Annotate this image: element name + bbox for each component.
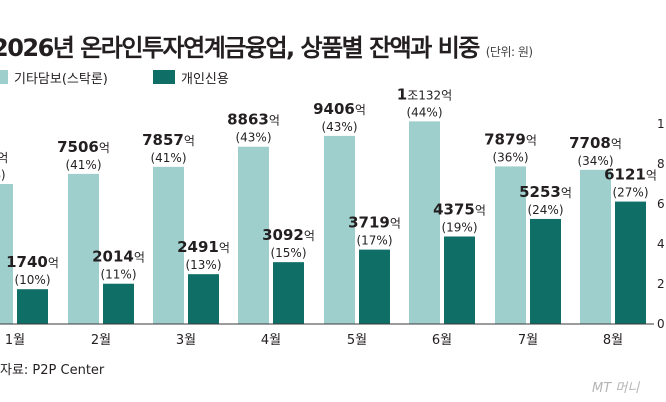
share-label-series2-8: (27%) <box>612 186 648 200</box>
bar-series2-3 <box>188 274 219 324</box>
share-label-series2-5: (17%) <box>356 234 392 248</box>
y-tick-label-2: 2 <box>657 277 665 291</box>
unit-note: (단위: 원) <box>485 45 533 59</box>
data-label-series2-4: 3092억 <box>262 226 315 244</box>
data-label-series1-7: 7879억 <box>484 130 537 148</box>
share-label-series1-7: (36%) <box>492 150 528 164</box>
share-label-series2-4: (15%) <box>270 246 306 260</box>
share-label-series1-4: (43%) <box>235 131 271 145</box>
bar-series1-1 <box>0 184 13 324</box>
data-label-series1-6: 1조132억 <box>397 85 452 103</box>
bar-series1-4 <box>238 146 269 324</box>
bar-series1-3 <box>153 166 184 324</box>
y-tick-label-6: 1 <box>657 117 665 131</box>
x-tick-label-2: 2월 <box>91 333 111 348</box>
y-tick-label-3: 4 <box>657 237 665 251</box>
bar-series1-7 <box>495 166 526 324</box>
share-label-series1-8: (34%) <box>577 154 613 168</box>
share-label-series1-5: (43%) <box>321 120 357 134</box>
publisher-watermark: MT 머니 <box>592 381 640 396</box>
share-label-series2-2: (11%) <box>100 268 136 282</box>
share-label-series1-2: (41%) <box>65 158 101 172</box>
legend-item-series2: 개인신용 <box>153 69 229 87</box>
data-label-series2-7: 5253억 <box>519 183 572 201</box>
data-label-series2-5: 3719억 <box>348 214 401 232</box>
y-tick-label-4: 6 <box>657 197 665 211</box>
bar-series1-5 <box>324 135 355 324</box>
data-label-series2-3: 2491억 <box>177 238 230 256</box>
x-tick-label-4: 4월 <box>261 333 281 348</box>
bar-series2-5 <box>359 249 390 324</box>
x-tick-label-5: 5월 <box>347 333 367 348</box>
share-label-series2-1: (10%) <box>14 273 50 287</box>
data-label-series2-8: 6121억 <box>604 166 657 184</box>
data-label-series2-1: 1740억 <box>6 253 59 271</box>
chart-title: 2026년 온라인투자연계금융업, 상품별 잔액과 비중 (단위: 원) <box>0 34 533 62</box>
bar-series2-8 <box>615 201 646 324</box>
x-tick-label-3: 3월 <box>176 333 196 348</box>
legend-label-series1: 기타담보(스탁론) <box>14 71 108 87</box>
legend-item-series1: 기타담보(스탁론) <box>0 69 108 87</box>
data-label-series1-4: 8863억 <box>227 111 280 129</box>
bar-series2-1 <box>17 289 48 324</box>
source-note: 자료: P2P Center <box>0 363 105 378</box>
y-tick-label-5: 8 <box>657 157 665 171</box>
data-label-series1-3: 7857억 <box>142 131 195 149</box>
bar-series1-8 <box>580 169 611 324</box>
legend-swatch-series2 <box>153 70 175 84</box>
y-tick-label-1: 0 <box>657 317 665 331</box>
legend-swatch-series1 <box>0 70 8 84</box>
data-label-series2-6: 4375억 <box>433 201 486 219</box>
data-label-series2-2: 2014억 <box>92 248 145 266</box>
bar-series1-2 <box>68 173 99 324</box>
share-label-series2-3: (13%) <box>185 258 221 272</box>
x-tick-label-8: 8월 <box>603 333 623 348</box>
x-tick-label-1: 1월 <box>5 333 25 348</box>
bar-series2-6 <box>444 236 475 324</box>
bar-series1-6 <box>409 121 440 324</box>
bar-series2-7 <box>530 218 561 324</box>
x-tick-label-6: 6월 <box>432 333 452 348</box>
share-label-series1-3: (41%) <box>150 151 186 165</box>
data-label-series1-5: 9406억 <box>313 100 366 118</box>
legend-label-series2: 개인신용 <box>181 71 229 87</box>
share-label-series2-6: (19%) <box>441 221 477 235</box>
x-tick-label-7: 7월 <box>518 333 538 348</box>
share-label-series1-6: (44%) <box>406 105 442 119</box>
data-label-series1-1: 0억 <box>0 148 8 166</box>
data-label-series1-2: 7506억 <box>57 138 110 156</box>
bar-series2-2 <box>103 283 134 324</box>
bar-series2-4 <box>273 262 304 324</box>
data-label-series1-8: 7708억 <box>569 134 622 152</box>
share-label-series1-1: %) <box>0 168 6 182</box>
share-label-series2-7: (24%) <box>527 203 563 217</box>
